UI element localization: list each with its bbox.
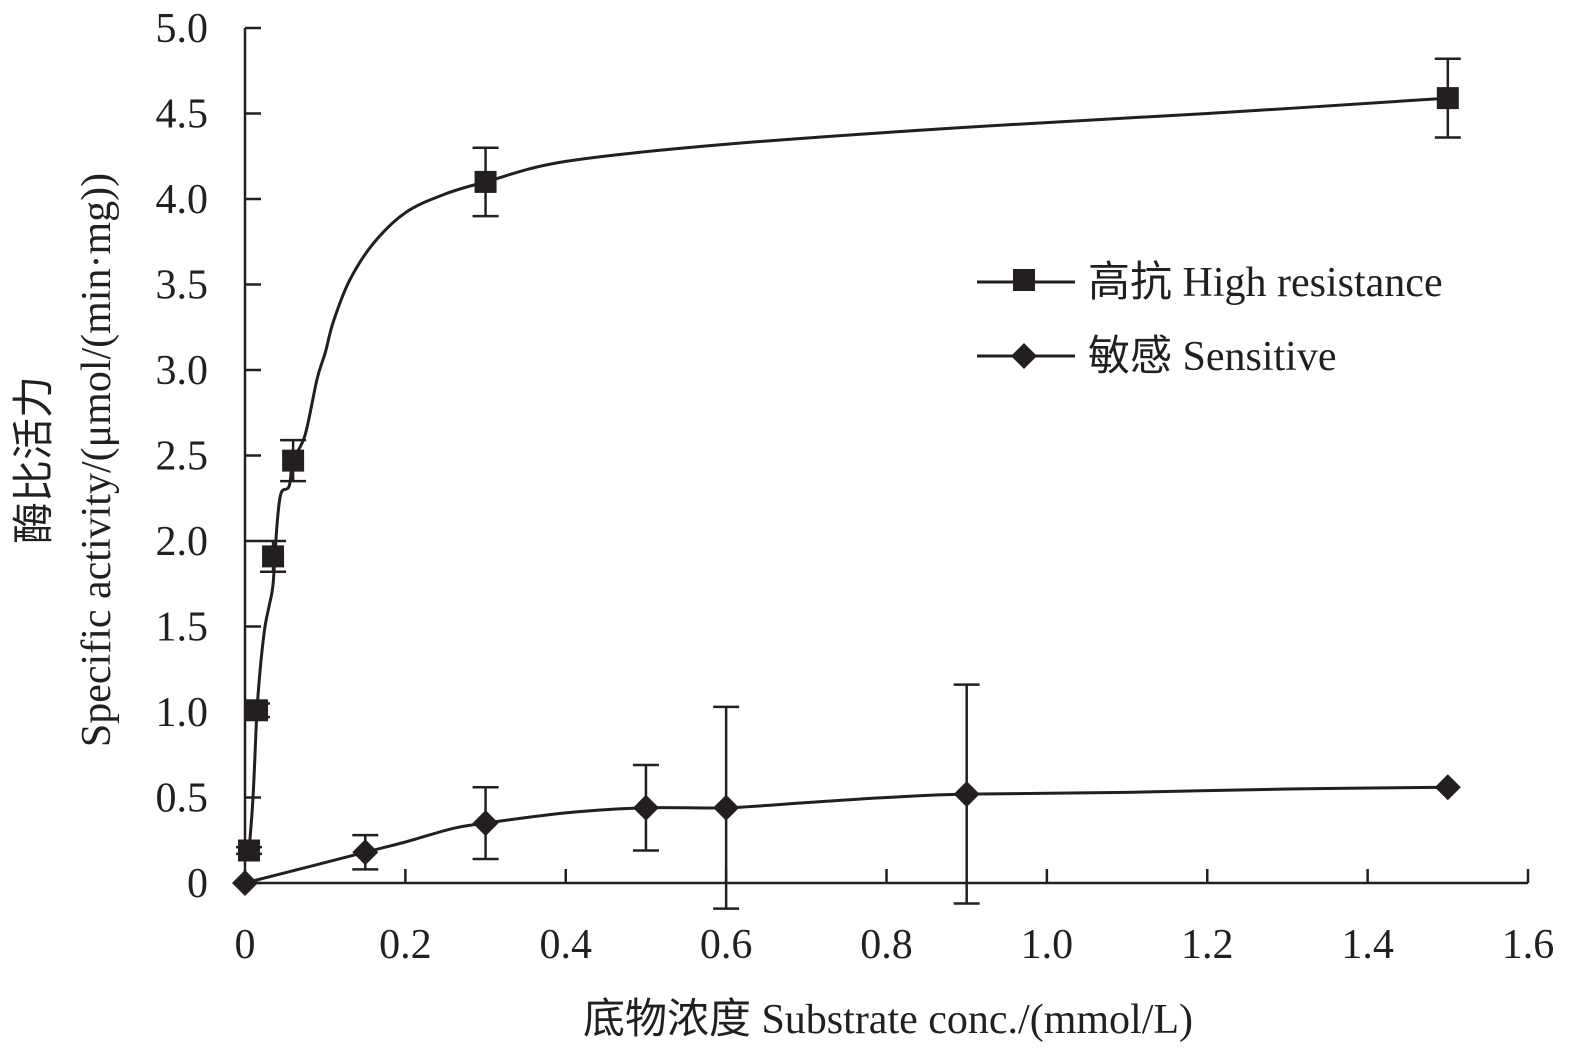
legend-marker-square-icon <box>1013 269 1035 291</box>
y-tick-label: 1.0 <box>156 690 209 736</box>
legend-label-high-resistance: 高抗 High resistance <box>1088 259 1443 306</box>
data-point-diamond <box>1434 774 1461 801</box>
data-point-square <box>474 170 497 193</box>
series-high-resistance <box>236 57 1461 862</box>
x-tick-label: 1.6 <box>1502 922 1555 968</box>
y-tick-label: 2.0 <box>156 519 209 565</box>
legend: 高抗 High resistance 敏感 Sensitive <box>977 259 1443 380</box>
y-tick-label: 5.0 <box>156 6 209 52</box>
x-tick-label: 0.2 <box>379 922 432 968</box>
data-point-diamond <box>472 810 499 837</box>
data-point-square <box>262 545 285 568</box>
series-line <box>247 96 1448 851</box>
y-axis-title-line2: Specific activity/(μmol/(min·mg)) <box>74 173 120 747</box>
data-point-diamond <box>713 794 740 821</box>
axes: 0 0.5 1.0 1.5 2.0 2.5 3.0 3.5 4.0 4.5 5.0 0 0.2 0.4 0.… <box>156 6 1555 968</box>
y-tick-label: 0 <box>187 861 208 907</box>
data-point-square <box>246 699 269 722</box>
data-point-diamond <box>632 794 659 821</box>
y-tick-label: 0.5 <box>156 776 209 822</box>
x-tick-label: 0 <box>235 922 256 968</box>
data-point-diamond <box>352 839 379 866</box>
legend-entry-high-resistance: 高抗 High resistance <box>977 259 1443 306</box>
x-tick-label: 0.4 <box>540 922 593 968</box>
legend-label-sensitive: 敏感 Sensitive <box>1088 334 1337 380</box>
series-line <box>244 785 1448 885</box>
y-tick-label: 4.5 <box>156 92 209 138</box>
x-tick-label: 0.8 <box>860 922 913 968</box>
data-point-square <box>1436 87 1459 110</box>
x-tick-label: 1.2 <box>1181 922 1234 968</box>
y-tick-label: 1.5 <box>156 605 209 651</box>
x-tick-label: 1.0 <box>1021 922 1074 968</box>
plot-area <box>232 57 1461 910</box>
legend-marker-diamond-icon <box>1011 343 1037 369</box>
x-axis-title: 底物浓度 Substrate conc./(mmol/L) <box>583 997 1193 1043</box>
y-tick-label: 3.0 <box>156 348 209 394</box>
data-point-square <box>282 449 305 472</box>
data-point-diamond <box>953 781 980 808</box>
x-tick-label: 1.4 <box>1341 922 1394 968</box>
data-point-square <box>238 839 261 862</box>
y-axis-title-line1: 酶比活力 <box>12 376 58 544</box>
legend-entry-sensitive: 敏感 Sensitive <box>977 334 1337 380</box>
x-tick-label: 0.6 <box>700 922 753 968</box>
y-tick-label: 2.5 <box>156 434 209 480</box>
y-tick-label: 4.0 <box>156 177 209 223</box>
series-sensitive <box>232 683 1461 910</box>
y-tick-label: 3.5 <box>156 263 209 309</box>
